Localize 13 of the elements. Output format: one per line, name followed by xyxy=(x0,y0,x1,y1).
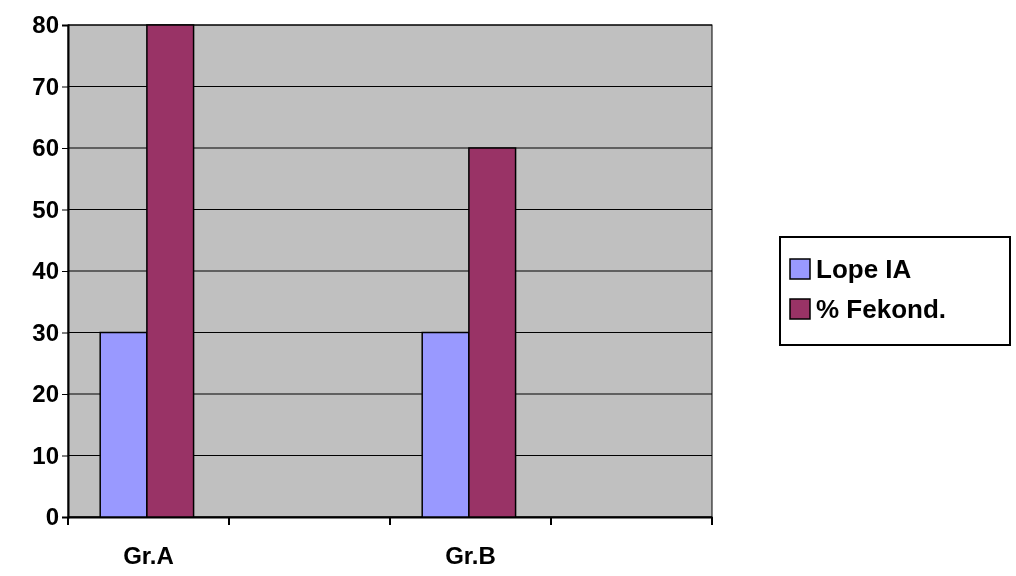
y-tick-label: 0 xyxy=(45,503,59,531)
legend-label: Lope IA xyxy=(816,254,912,284)
legend-label: % Fekond. xyxy=(816,294,947,324)
y-tick-label: 60 xyxy=(32,134,59,162)
y-tick-label: 50 xyxy=(32,195,59,223)
y-tick-label: 30 xyxy=(32,318,59,346)
y-tick-label: 20 xyxy=(32,380,59,408)
y-tick-label: 80 xyxy=(32,11,59,39)
x-tick-label: Gr.A xyxy=(123,542,174,570)
y-tick-label: 70 xyxy=(32,72,59,100)
y-tick-label: 40 xyxy=(32,257,59,285)
x-tick-label: Gr.B xyxy=(445,542,496,570)
y-tick-label: 10 xyxy=(32,441,59,469)
